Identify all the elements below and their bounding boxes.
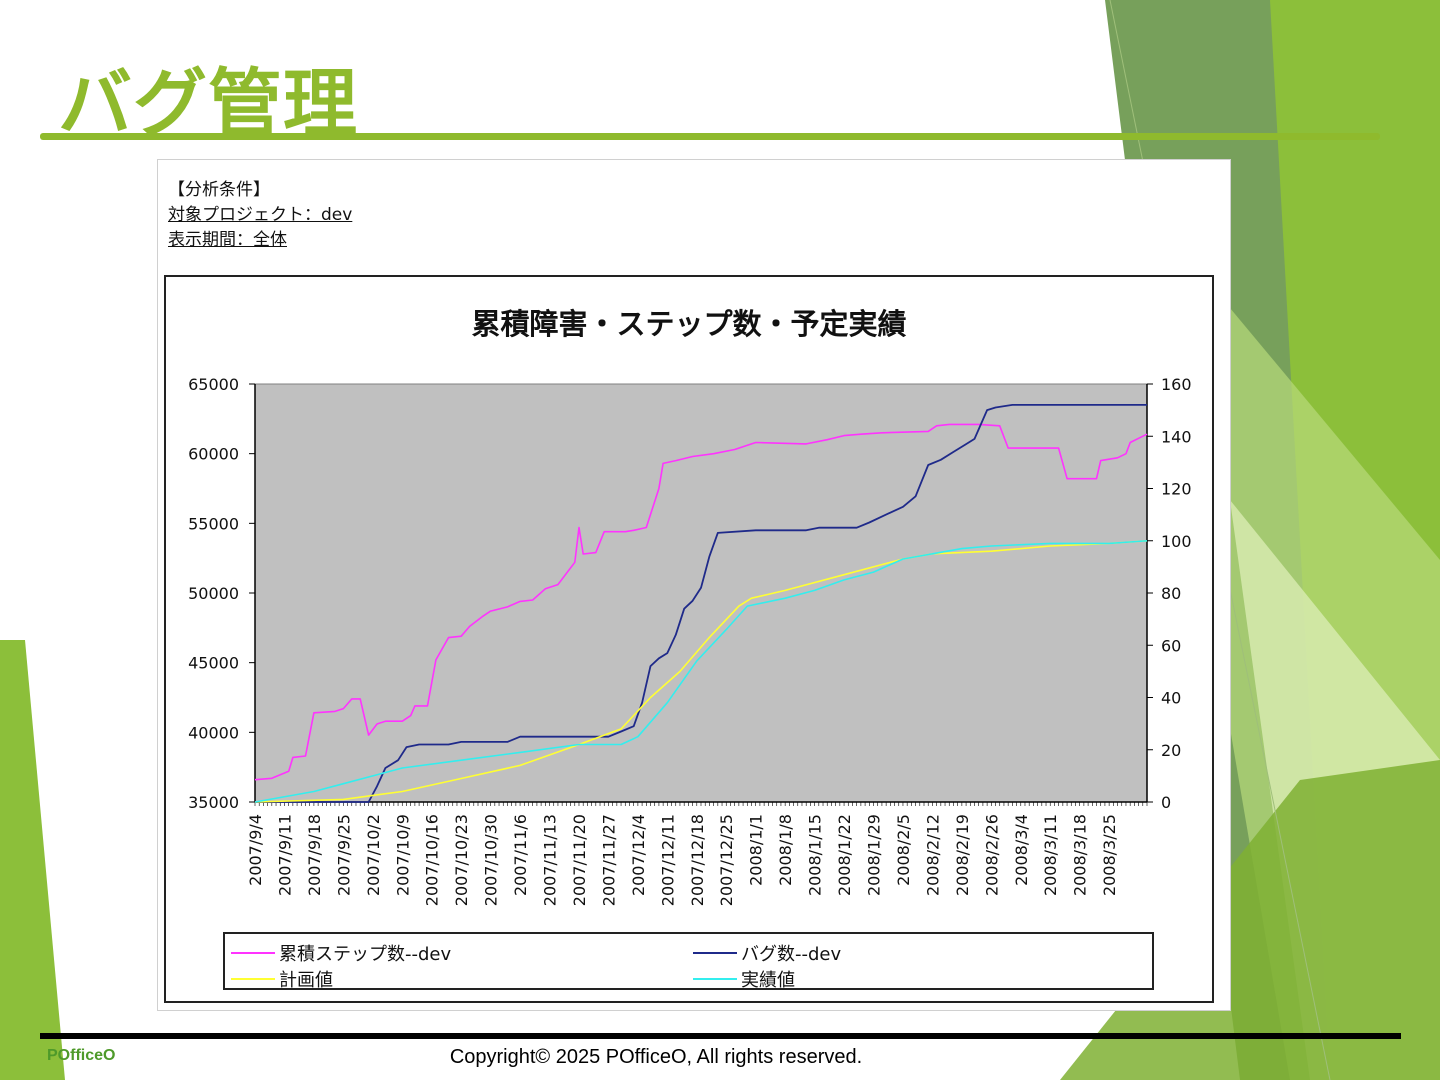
x-tick-label: 2007/10/2 — [364, 814, 383, 896]
x-tick-label: 2007/10/23 — [452, 814, 471, 906]
y-left-tick-label: 40000 — [188, 723, 239, 742]
x-tick-label: 2007/12/11 — [658, 814, 677, 906]
y-left-tick-label: 35000 — [188, 793, 239, 812]
plot-area — [254, 383, 1148, 803]
y-right-tick-label: 100 — [1161, 532, 1192, 551]
x-tick-label: 2007/9/25 — [334, 814, 353, 896]
x-tick-label: 2008/1/15 — [806, 814, 825, 896]
conditions-heading: 【分析条件】 — [168, 180, 270, 200]
y-left-tick-label: 60000 — [188, 445, 239, 464]
y-right-tick-label: 60 — [1161, 636, 1181, 655]
x-tick-label: 2008/3/11 — [1041, 814, 1060, 896]
x-tick-label: 2008/2/19 — [953, 814, 972, 896]
series-line-0 — [254, 423, 1148, 781]
y-right-tick-label: 0 — [1161, 793, 1171, 812]
bg-shape-left — [0, 640, 65, 1080]
legend-item-bugs: バグ数--dev — [693, 940, 841, 966]
x-tick-label: 2007/9/18 — [305, 814, 324, 896]
legend-item-actual: 実績値 — [693, 966, 795, 992]
x-tick-label: 2008/2/5 — [894, 814, 913, 886]
line-chart: 35000 40000 45000 50000 55000 60000 65000 0 20 40… — [188, 375, 1192, 906]
x-tick-label: 2007/9/4 — [246, 814, 265, 886]
legend-swatch-actual — [693, 978, 737, 980]
x-tick-label: 2008/1/22 — [835, 814, 854, 896]
y-right-tick-label: 120 — [1161, 480, 1192, 499]
legend-swatch-bugs — [693, 952, 737, 954]
x-tick-label: 2007/11/13 — [541, 814, 560, 906]
series-line-1 — [255, 404, 1147, 803]
x-tick-label: 2008/2/26 — [982, 814, 1001, 896]
x-tick-label: 2007/11/27 — [599, 814, 618, 906]
x-tick-label: 2007/12/18 — [688, 814, 707, 906]
x-tick-label: 2007/10/9 — [393, 814, 412, 896]
copyright-text: Copyright© 2025 POfficeO, All rights res… — [449, 1046, 863, 1068]
legend-label-bugs: バグ数--dev — [741, 944, 842, 965]
chart-frame: 累積障害・ステップ数・予定実績 35000 40000 45000 50000 5500… — [164, 275, 1214, 1003]
x-tick-label: 2007/12/25 — [717, 814, 736, 906]
legend-swatch-steps — [231, 952, 275, 954]
legend-swatch-plan — [231, 978, 275, 980]
x-tick-label: 2008/3/18 — [1071, 814, 1090, 896]
footer-rule — [40, 1033, 1401, 1039]
series-line-2 — [254, 540, 1148, 803]
x-tick-label: 2007/10/16 — [423, 814, 442, 906]
conditions-project: 対象プロジェクト：dev — [168, 205, 353, 225]
brand-logo-text: POfficeO — [47, 1047, 116, 1064]
chart-panel: 【分析条件】 対象プロジェクト：dev 表示期間：全体 累積障害・ステップ数・予… — [157, 159, 1231, 1011]
x-tick-label: 2007/12/4 — [629, 814, 648, 896]
slide-title: バグ管理 — [58, 61, 358, 147]
legend-label-plan: 計画値 — [279, 970, 333, 991]
series-line-3 — [254, 540, 1148, 803]
y-right-tick-label: 160 — [1161, 375, 1192, 394]
y-right-tick-label: 20 — [1161, 741, 1181, 760]
x-tick-label: 2008/3/25 — [1100, 814, 1119, 896]
x-tick-label: 2008/1/8 — [776, 814, 795, 886]
y-right-tick-label: 80 — [1161, 584, 1181, 603]
legend-item-plan: 計画値 — [231, 966, 333, 992]
x-tick-label: 2008/1/1 — [747, 814, 766, 886]
y-right-tick-label: 40 — [1161, 689, 1181, 708]
x-tick-label: 2007/11/20 — [570, 814, 589, 906]
y-left-tick-label: 65000 — [188, 375, 239, 394]
y-left-tick-label: 50000 — [188, 584, 239, 603]
legend-label-actual: 実績値 — [741, 970, 795, 991]
chart-legend: 累積ステップ数--dev バグ数--dev 計画値 実績値 — [223, 932, 1154, 992]
chart-title: 累積障害・ステップ数・予定実績 — [471, 307, 907, 341]
y-left-tick-label: 55000 — [188, 514, 239, 533]
x-tick-label: 2007/9/11 — [275, 814, 294, 896]
legend-label-steps: 累積ステップ数--dev — [279, 944, 452, 965]
x-tick-label: 2007/10/30 — [482, 814, 501, 906]
conditions-period: 表示期間：全体 — [168, 230, 287, 250]
title-underline — [40, 133, 1380, 140]
y-right-tick-label: 140 — [1161, 427, 1192, 446]
x-tick-label: 2008/1/29 — [865, 814, 884, 896]
x-tick-label: 2008/2/12 — [923, 814, 942, 896]
y-left-tick-label: 45000 — [188, 654, 239, 673]
analysis-conditions: 【分析条件】 対象プロジェクト：dev 表示期間：全体 — [168, 178, 352, 253]
legend-item-steps: 累積ステップ数--dev — [231, 940, 451, 966]
x-tick-label: 2008/3/4 — [1012, 814, 1031, 886]
x-tick-label: 2007/11/6 — [511, 814, 530, 896]
